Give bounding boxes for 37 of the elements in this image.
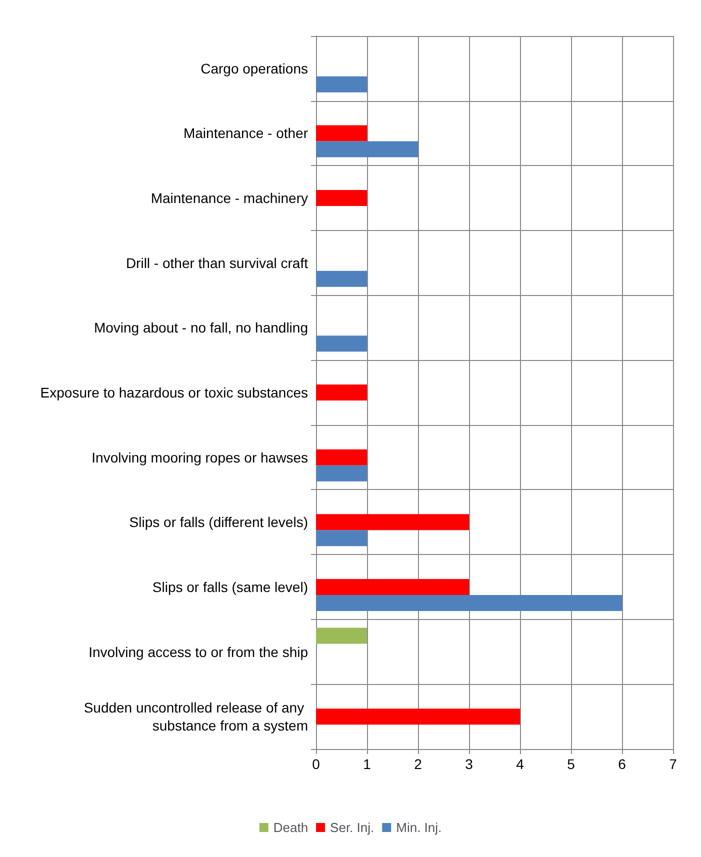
legend-label: Death [273,820,308,835]
bar [316,125,367,142]
legend-label: Min. Inj. [396,820,442,835]
y-tick-label: Sudden uncontrolled release of any substance from a system [84,700,308,734]
x-tick-label: 1 [363,756,372,772]
y-tick-label: Slips or falls (same level) [152,578,308,595]
bar [316,76,367,92]
bar [316,336,367,352]
y-tick-label: Exposure to hazardous or toxic substances [40,384,308,400]
x-tick-label: 2 [414,756,422,772]
y-tick-label: Slips or falls (different levels) [129,514,308,530]
bar [316,594,622,611]
y-tick-label: Maintenance - machinery [150,190,308,206]
x-tick-label: 3 [465,756,474,772]
x-tick-label: 4 [516,756,524,772]
bar [316,628,367,644]
bar [316,465,367,482]
x-tick-label: 7 [669,756,678,772]
bar [316,384,367,400]
x-tick-label: 5 [567,756,576,772]
legend-label: Ser. Inj. [330,820,374,835]
x-tick-label: 0 [312,756,320,772]
y-tick-label: Involving mooring ropes or hawses [92,449,308,466]
y-tick-label: Involving access to or from the ship [88,644,308,660]
y-tick-label: Cargo operations [200,60,308,76]
bar [316,449,367,466]
bar [316,270,367,287]
bar [316,578,469,595]
y-tick-label: Maintenance - other [183,125,308,142]
y-tick-label: Moving about - no fall, no handling [94,320,308,336]
bar [316,708,520,725]
bar [316,530,367,546]
y-tick-label: Drill - other than survival craft [126,254,308,271]
bar [316,141,418,158]
x-tick-label: 6 [618,756,626,772]
bar [316,190,367,206]
bar [316,514,469,530]
